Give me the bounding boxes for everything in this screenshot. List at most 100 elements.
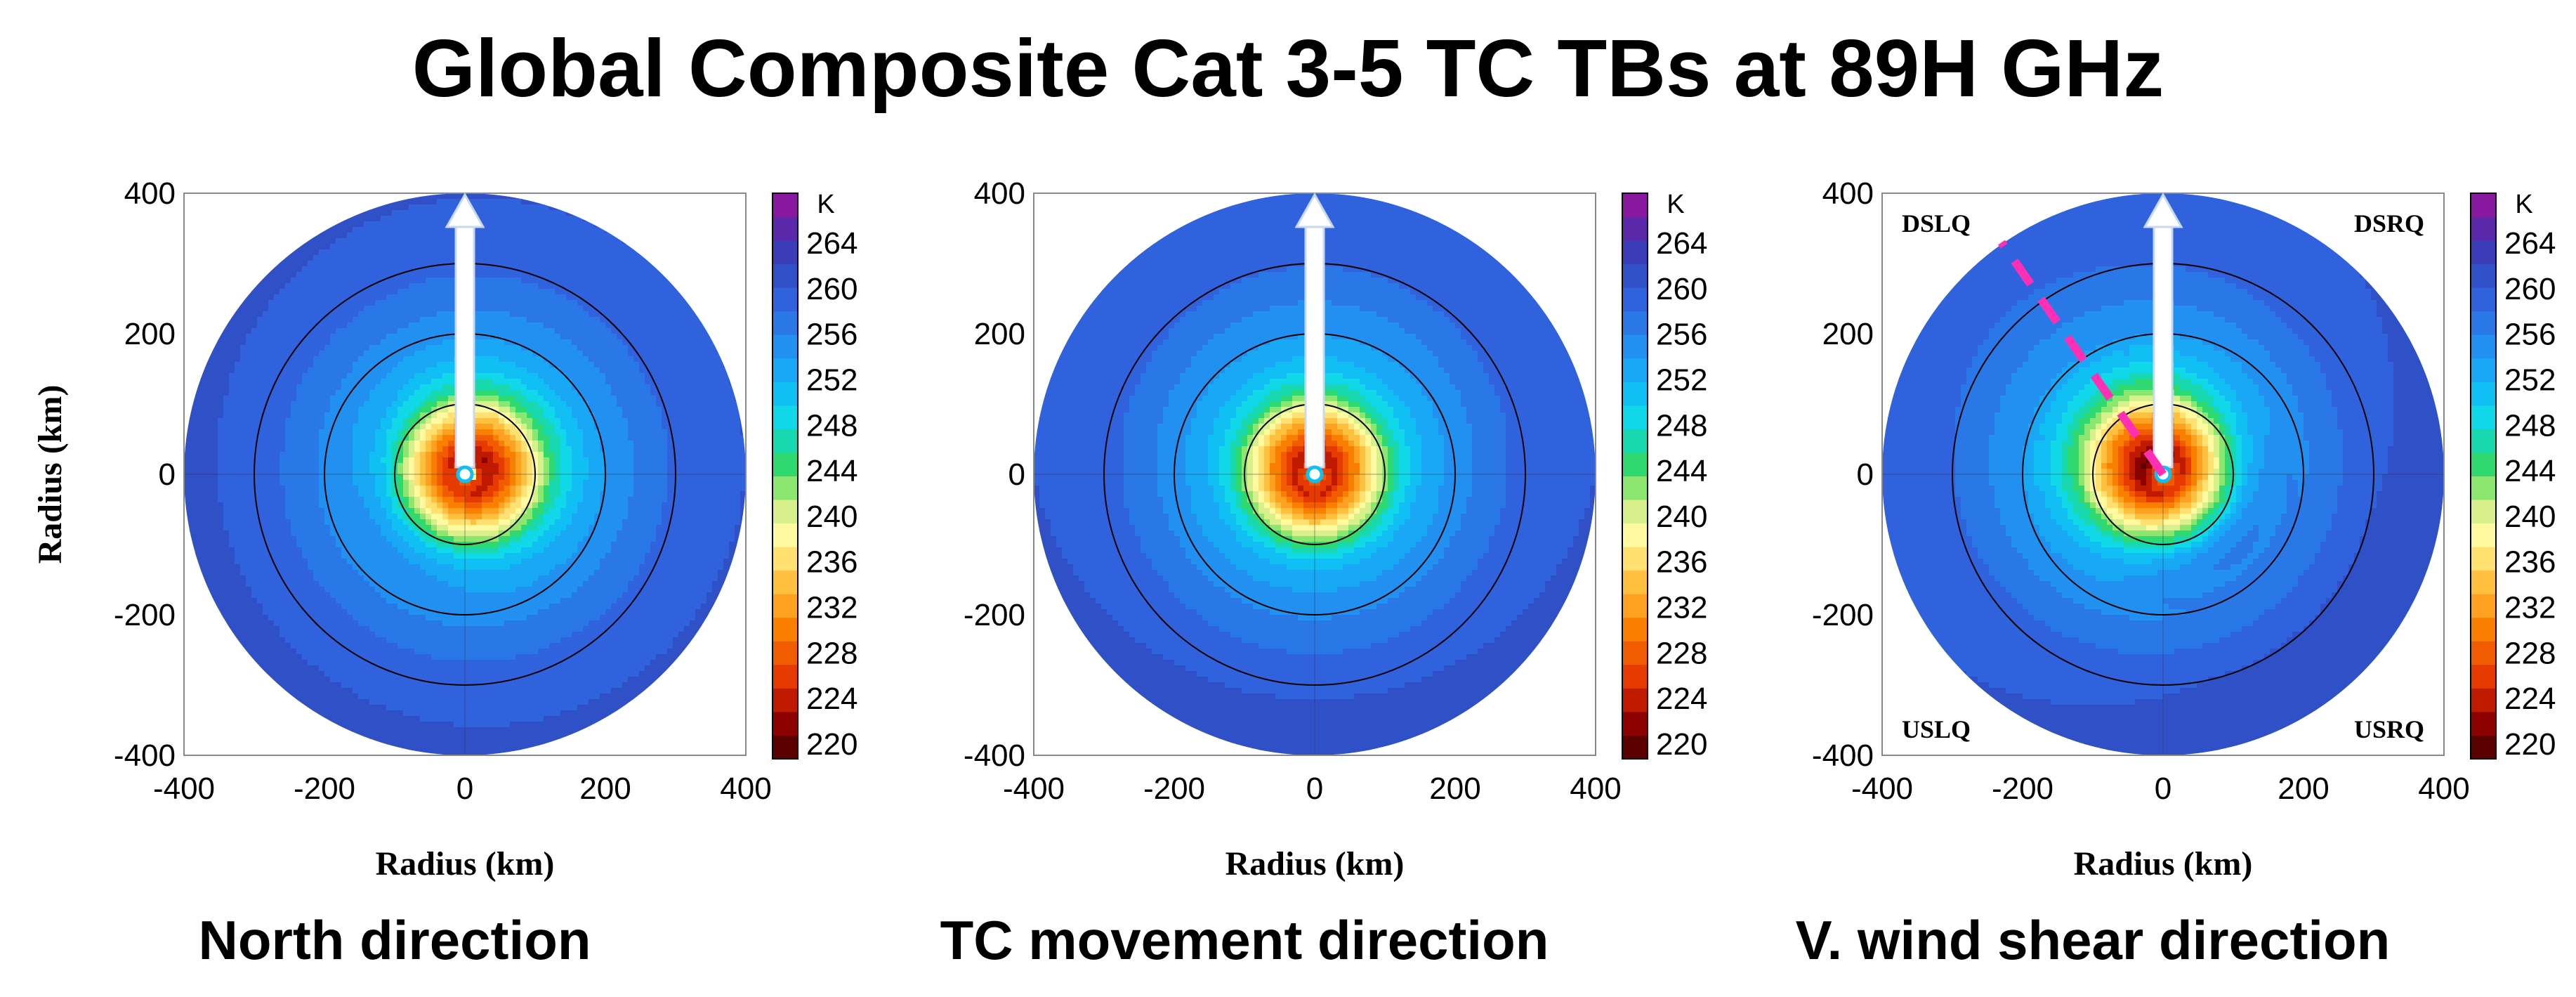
field-cell [566, 283, 572, 289]
field-cell [527, 322, 533, 329]
field-cell [257, 367, 263, 374]
field-cell [431, 345, 438, 351]
field-cell [330, 328, 336, 334]
field-cell [280, 255, 286, 261]
field-cell [628, 261, 634, 267]
field-cell [251, 446, 258, 452]
field-cell [707, 446, 713, 452]
field-cell [515, 272, 522, 278]
field-cell [622, 446, 629, 452]
field-cell [583, 362, 589, 368]
field-cell [493, 497, 499, 503]
field-cell [499, 519, 505, 526]
field-cell [594, 334, 600, 340]
field-cell [594, 502, 600, 509]
field-cell [392, 502, 398, 509]
field-cell [690, 401, 696, 408]
field-cell [605, 412, 612, 419]
field-cell [330, 373, 336, 379]
field-cell [549, 373, 556, 379]
field-cell [493, 356, 499, 363]
field-cell [257, 294, 263, 301]
field-cell [667, 480, 673, 486]
field-cell [392, 519, 398, 526]
field-cell [212, 418, 218, 424]
field-cell [341, 452, 348, 458]
field-cell [471, 204, 477, 211]
field-cell [476, 514, 482, 520]
field-cell [678, 328, 685, 334]
field-cell [431, 255, 438, 261]
field-cell [448, 424, 454, 430]
field-cell [549, 508, 556, 514]
field-cell [572, 469, 578, 475]
field-cell [594, 311, 600, 318]
field-cell [414, 373, 421, 379]
field-cell [251, 412, 258, 419]
field-cell [684, 491, 690, 497]
field-cell [268, 396, 275, 402]
field-cell [437, 452, 443, 458]
field-cell [246, 351, 252, 357]
field-cell [622, 497, 629, 503]
field-cell [521, 272, 527, 278]
field-cell [645, 474, 651, 481]
field-cell [560, 435, 567, 441]
field-cell [426, 474, 432, 481]
field-cell [656, 396, 662, 402]
field-cell [246, 412, 252, 419]
field-cell [420, 362, 426, 368]
field-cell [229, 429, 235, 436]
field-cell [566, 328, 572, 334]
field-cell [684, 351, 690, 357]
field-cell [583, 441, 589, 447]
field-cell [695, 384, 702, 391]
field-cell [280, 519, 286, 526]
field-cell [397, 238, 404, 245]
field-cell [678, 418, 685, 424]
field-cell [313, 412, 320, 419]
field-cell [448, 435, 454, 441]
field-cell [313, 278, 320, 284]
field-cell [369, 401, 376, 408]
field-cell [409, 412, 415, 419]
field-cell [566, 491, 572, 497]
field-cell [392, 322, 398, 329]
field-cell [195, 469, 202, 475]
field-cell [386, 502, 393, 509]
field-cell [285, 322, 291, 329]
field-cell [195, 519, 202, 526]
field-cell [206, 429, 213, 436]
field-cell [527, 193, 533, 200]
field-cell [487, 351, 494, 357]
field-cell [308, 233, 314, 239]
field-cell [212, 502, 218, 509]
field-cell [386, 204, 393, 211]
field-cell [515, 294, 522, 301]
field-cell [701, 446, 707, 452]
field-cell [594, 418, 600, 424]
field-cell [695, 435, 702, 441]
field-cell [718, 373, 724, 379]
field-cell [251, 317, 258, 323]
field-cell [589, 351, 595, 357]
field-cell [594, 508, 600, 514]
field-cell [291, 519, 297, 526]
field-cell [555, 334, 561, 340]
field-cell [274, 508, 280, 514]
field-cell [577, 317, 584, 323]
field-cell [572, 396, 578, 402]
field-cell [308, 278, 314, 284]
field-cell [229, 311, 235, 318]
field-cell [426, 278, 432, 284]
field-cell [510, 216, 516, 222]
field-cell [633, 351, 640, 357]
field-cell [476, 238, 482, 245]
field-cell [600, 272, 606, 278]
field-cell [549, 367, 556, 374]
field-cell [673, 300, 679, 306]
field-cell [223, 486, 230, 492]
field-cell [341, 334, 348, 340]
field-cell [285, 457, 291, 464]
field-cell [251, 334, 258, 340]
